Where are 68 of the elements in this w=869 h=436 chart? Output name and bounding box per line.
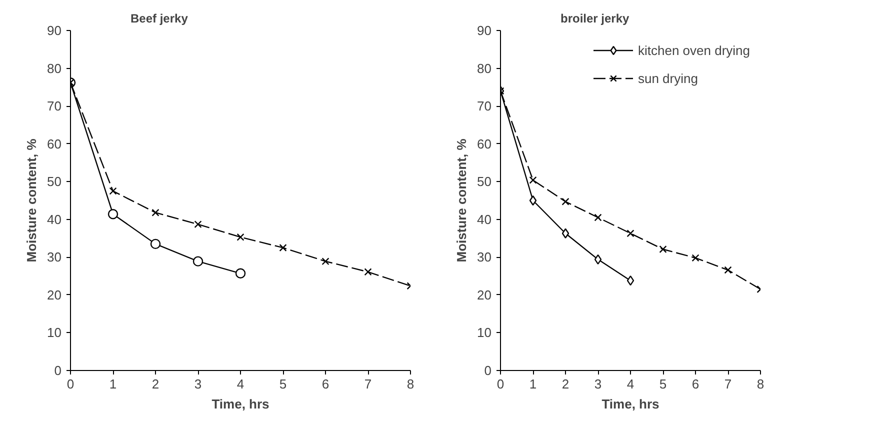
point	[279, 244, 287, 252]
x-tick-label: 3	[594, 376, 602, 392]
y-tick-label: 50	[47, 174, 62, 190]
x-tick-label: 5	[659, 376, 667, 392]
x-tick-label: 0	[66, 376, 74, 392]
x-tick-label: 1	[109, 376, 117, 392]
y-tick-label: 60	[47, 136, 62, 152]
x-tick-label: 5	[279, 376, 287, 392]
y-axis-title: Moisture content, %	[24, 138, 40, 262]
y-tick-label: 20	[47, 287, 62, 302]
point	[626, 230, 634, 238]
y-tick-label: 90	[477, 23, 492, 38]
x-tick-label: 3	[194, 376, 202, 392]
x-tick-label: 8	[406, 376, 414, 392]
point	[529, 176, 537, 184]
y-tick-label: 40	[47, 212, 62, 227]
x-tick-label: 2	[152, 376, 160, 392]
point	[594, 254, 602, 265]
y-tick-label: 70	[477, 98, 492, 114]
point	[108, 209, 118, 220]
point	[236, 233, 244, 241]
x-axis-title: Time, hrs	[602, 396, 660, 412]
point	[194, 220, 202, 228]
point	[692, 254, 700, 262]
point	[364, 268, 372, 276]
legend-label: kitchen oven drying	[638, 42, 750, 58]
x-tick-label: 8	[756, 376, 764, 392]
y-tick-label: 40	[477, 212, 492, 227]
point	[594, 214, 602, 222]
point	[724, 266, 732, 274]
y-axis-title: Moisture content, %	[454, 138, 470, 262]
x-tick-label: 4	[626, 376, 634, 392]
point	[235, 268, 246, 278]
point	[529, 195, 537, 206]
point	[150, 238, 161, 250]
y-tick-label: 50	[477, 174, 492, 190]
y-tick-label: 0	[54, 363, 62, 378]
point	[626, 275, 634, 286]
y-tick-label: 30	[47, 250, 62, 265]
point	[562, 228, 570, 238]
y-tick-label: 60	[477, 136, 492, 152]
point	[192, 256, 204, 266]
chart-title: broiler jerky	[560, 12, 630, 26]
x-tick-label: 7	[724, 376, 732, 392]
point	[152, 208, 160, 216]
x-tick-label: 1	[529, 376, 537, 392]
chart-title: Beef jerky	[130, 12, 188, 26]
y-tick-label: 80	[477, 60, 492, 76]
y-tick-label: 30	[477, 250, 492, 265]
legend-label: sun drying	[638, 70, 698, 86]
x-tick-label: 4	[236, 376, 244, 392]
point	[562, 198, 570, 206]
y-tick-label: 80	[47, 60, 62, 76]
y-tick-label: 10	[477, 325, 492, 340]
y-tick-label: 70	[47, 98, 62, 114]
x-tick-label: 6	[322, 376, 330, 392]
x-tick-label: 2	[562, 376, 570, 392]
x-tick-label: 6	[692, 376, 700, 392]
point	[109, 187, 117, 195]
y-tick-label: 20	[477, 287, 492, 302]
x-tick-label: 0	[496, 376, 504, 392]
x-tick-label: 7	[364, 376, 372, 392]
x-axis-title: Time, hrs	[212, 396, 270, 412]
y-tick-label: 10	[47, 325, 62, 340]
y-tick-label: 90	[47, 23, 62, 38]
point	[659, 245, 667, 254]
point	[322, 258, 330, 266]
y-tick-label: 0	[484, 363, 492, 378]
